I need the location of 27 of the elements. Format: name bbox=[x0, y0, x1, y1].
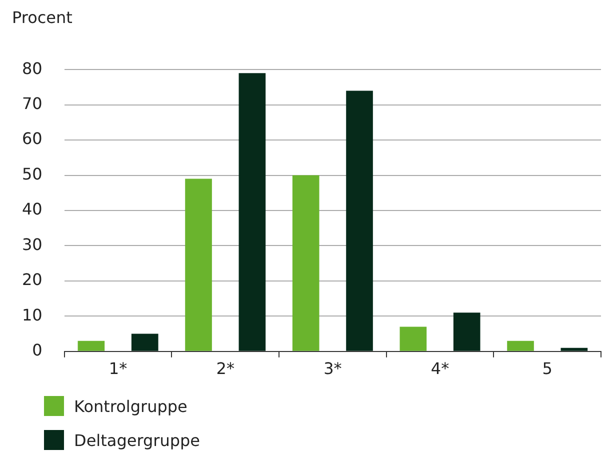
bar bbox=[292, 175, 320, 351]
bar bbox=[78, 340, 105, 351]
bar bbox=[507, 340, 534, 351]
bar bbox=[185, 178, 212, 351]
legend-label: Kontrolgruppe bbox=[74, 396, 188, 416]
y-tick-label: 10 bbox=[22, 305, 42, 324]
bar bbox=[453, 312, 480, 351]
y-tick-label: 30 bbox=[22, 234, 42, 254]
x-tick-label: 1* bbox=[108, 359, 128, 378]
x-tick-label: 5 bbox=[542, 359, 552, 378]
legend-label: Deltagergruppe bbox=[74, 430, 200, 450]
y-tick-label: 60 bbox=[22, 129, 42, 148]
y-tick-label: 70 bbox=[22, 94, 42, 113]
bar bbox=[238, 73, 266, 351]
y-tick-label: 0 bbox=[32, 340, 42, 360]
y-tick-label: 20 bbox=[22, 270, 42, 290]
y-axis-title: Procent bbox=[12, 8, 72, 27]
x-tick-label: 4* bbox=[430, 359, 450, 378]
y-tick-label: 40 bbox=[22, 200, 42, 219]
y-tick-label: 80 bbox=[22, 58, 42, 78]
bar bbox=[400, 326, 427, 351]
bar bbox=[346, 90, 373, 351]
x-tick-label: 3* bbox=[324, 359, 342, 378]
y-tick-label: 50 bbox=[22, 164, 42, 184]
bar bbox=[560, 348, 588, 351]
x-tick-label: 2* bbox=[216, 359, 234, 378]
bar bbox=[131, 334, 158, 351]
